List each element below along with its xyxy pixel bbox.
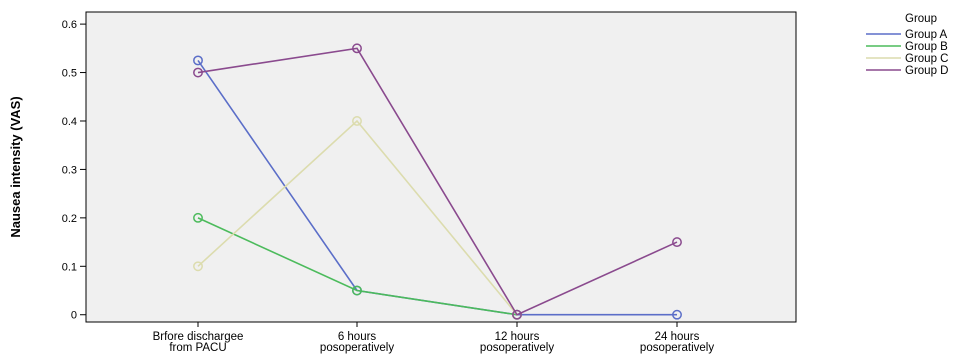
legend-item: Group C [866, 53, 948, 65]
data-point [193, 55, 203, 66]
y-tick-label: 0.6 [62, 19, 77, 31]
data-point [352, 43, 362, 54]
legend-label: Group C [905, 53, 948, 65]
x-tick-label-line: Brfore dischargee [153, 331, 244, 343]
data-point [193, 212, 203, 223]
y-tick-label: 0.2 [62, 213, 77, 225]
data-point [672, 309, 682, 320]
legend-label: Group D [905, 65, 948, 77]
y-tick-label: 0 [71, 310, 77, 322]
y-tick-label: 0.3 [62, 164, 77, 176]
y-axis-label: Nausea intensity (VAS) [8, 96, 23, 237]
series-layer [193, 43, 682, 320]
legend-item: Group D [866, 65, 948, 77]
x-tick-label-line: posoperatively [480, 342, 554, 354]
x-tick-label: Brfore dischargee from PACU [153, 331, 244, 354]
legend-item: Group A [866, 29, 948, 41]
x-tick-label: 24 hours posoperatively [640, 331, 714, 354]
data-point [672, 237, 682, 248]
y-tick-label: 0.4 [62, 116, 77, 128]
x-tick-label-line: from PACU [169, 342, 226, 354]
data-point [512, 309, 522, 320]
legend-title: Group [905, 13, 937, 25]
x-tick-label-line: 6 hours [338, 331, 377, 343]
data-point [193, 261, 203, 272]
data-point [352, 116, 362, 126]
data-point [193, 67, 203, 78]
x-tick-label-line: posoperatively [320, 342, 394, 354]
y-tick-label: 0.1 [62, 261, 77, 273]
x-tick-label-line: 24 hours [655, 331, 700, 343]
x-tick-label: 6 hours posoperatively [320, 331, 394, 354]
series-line [197, 217, 518, 316]
series-group-d [193, 43, 682, 320]
legend-label: Group B [905, 41, 948, 53]
y-tick-label: 0.5 [62, 68, 77, 80]
legend-item: Group B [866, 41, 948, 53]
x-tick-label-line: 12 hours [495, 331, 540, 343]
x-tick-label-line: posoperatively [640, 342, 714, 354]
x-tick-label: 12 hours posoperatively [480, 331, 554, 354]
plot-area [85, 11, 797, 323]
data-point [352, 285, 362, 296]
y-axis: 0 0.1 0.2 0.3 0.4 0.5 0.6 [62, 19, 86, 322]
series-line [197, 119, 518, 316]
series-line [197, 47, 678, 316]
legend-label: Group A [905, 29, 948, 41]
